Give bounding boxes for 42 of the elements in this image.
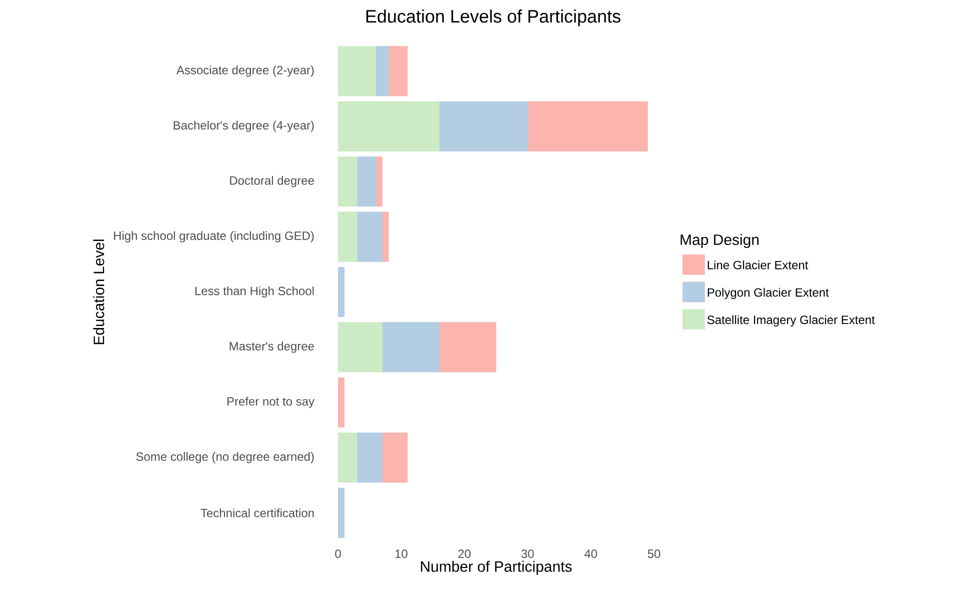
bar bbox=[438, 101, 528, 152]
bar bbox=[356, 212, 382, 262]
x-tick-label: 0 bbox=[335, 550, 341, 558]
y-tick-label: Bachelor's degree (4-year) bbox=[174, 120, 314, 132]
y-axis-title: Education Level bbox=[93, 240, 104, 344]
bar bbox=[338, 432, 358, 483]
bar bbox=[338, 46, 376, 96]
bar bbox=[356, 432, 382, 483]
y-tick-label: Some college (no degree earned) bbox=[136, 452, 314, 464]
x-tick-label: 50 bbox=[648, 550, 660, 558]
bar bbox=[438, 322, 496, 372]
y-tick-label: Less than High School bbox=[195, 286, 314, 298]
bar bbox=[382, 432, 408, 483]
x-tick-label: 20 bbox=[458, 550, 471, 558]
bar bbox=[382, 212, 389, 262]
y-tick-label: Prefer not to say bbox=[227, 396, 314, 408]
x-tick-label: 10 bbox=[395, 550, 408, 558]
bar bbox=[338, 377, 345, 428]
legend-title: Map Design bbox=[680, 234, 759, 248]
legend-label: Line Glacier Extent bbox=[708, 260, 808, 270]
bar bbox=[338, 156, 358, 207]
y-tick-label: Master's degree bbox=[230, 342, 314, 353]
bar bbox=[338, 101, 440, 152]
bar bbox=[376, 46, 389, 96]
bar bbox=[382, 322, 440, 372]
y-tick-label: High school graduate (including GED) bbox=[114, 231, 314, 242]
bar bbox=[338, 266, 345, 318]
bar bbox=[388, 46, 408, 96]
y-tick-label: Associate degree (2-year) bbox=[176, 66, 314, 77]
bar bbox=[338, 322, 382, 372]
bar bbox=[338, 212, 358, 262]
legend-label: Satellite Imagery Glacier Extent bbox=[707, 315, 875, 326]
x-tick-label: 30 bbox=[521, 550, 534, 558]
legend-label: Polygon Glacier Extent bbox=[708, 288, 829, 300]
bar bbox=[356, 156, 376, 207]
bar bbox=[527, 101, 648, 152]
y-tick-label: Technical certification bbox=[200, 508, 314, 518]
x-tick-label: 40 bbox=[584, 550, 598, 558]
bar bbox=[338, 488, 345, 538]
y-tick-label: Doctoral degree bbox=[230, 176, 314, 188]
chart-title: Education Levels of Participants bbox=[366, 10, 620, 26]
x-axis-title: Number of Participants bbox=[420, 560, 572, 575]
